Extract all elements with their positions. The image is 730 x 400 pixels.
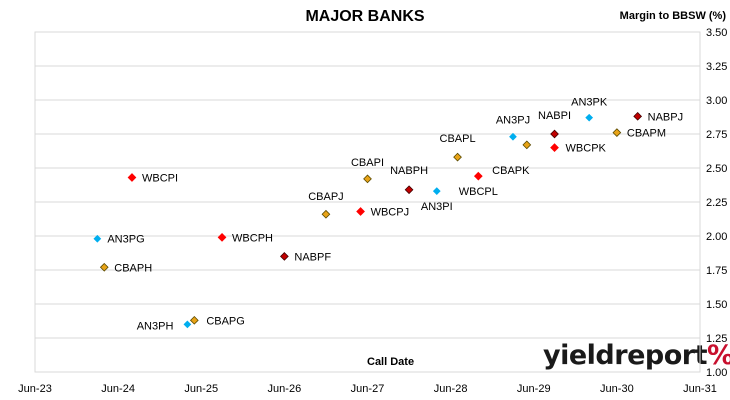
point-label: WBCPI [142,173,178,185]
y-tick-label: 2.25 [706,197,727,209]
point-label: NABPH [390,165,428,177]
point-label: NABPF [294,251,331,263]
y-tick-label: 2.00 [706,231,727,243]
y-tick-label: 1.75 [706,265,727,277]
point-an3pj [509,132,517,141]
x-tick-label: Jun-29 [517,383,551,395]
point-label: CBAPI [351,157,384,169]
y-tick-label: 2.50 [706,163,727,175]
point-label: CBAPG [206,315,245,327]
point-label: WBCPH [232,232,273,244]
point-label: AN3PI [421,201,453,213]
point-cbapg [189,315,199,325]
y-tick-label: 3.00 [706,95,727,107]
point-label: AN3PJ [496,115,530,127]
point-label: CBAPL [440,133,476,145]
point-an3pg [93,234,102,243]
yieldreport-logo: yieldreport% [543,340,730,371]
point-cbapi [363,174,372,184]
point-wbcph [217,232,227,242]
x-tick-label: Jun-30 [600,383,634,395]
point-label: CBAPH [114,262,152,274]
x-tick-label: Jun-26 [268,383,302,395]
point-wbcpl [473,171,483,181]
point-label: NABPJ [648,111,683,123]
point-an3pk [585,113,594,122]
y-tick-label: 3.50 [706,27,727,39]
point-label: WBCPK [566,143,607,155]
y-tick-label: 2.75 [706,129,727,141]
y-tick-label: 3.25 [706,61,727,73]
point-cbapk [522,140,532,150]
x-tick-label: Jun-27 [351,383,385,395]
point-label: CBAPM [627,128,666,140]
point-label: WBCPL [459,186,498,198]
x-tick-label: Jun-28 [434,383,468,395]
x-tick-label: Jun-23 [18,383,52,395]
x-axis-label: Call Date [367,356,415,368]
point-nabpi [550,129,559,139]
point-wbcpj [356,207,365,216]
point-an3pi [432,187,441,195]
point-label: AN3PH [137,320,174,332]
point-cbapj [321,209,331,219]
logo-text: yieldreport [543,340,707,371]
point-cbapl [453,152,462,162]
point-nabph [404,185,414,195]
logo-percent: % [707,340,730,371]
point-wbcpk [550,143,559,152]
point-label: AN3PG [107,234,144,246]
x-tick-label: Jun-31 [683,383,717,395]
x-tick-label: Jun-25 [184,383,218,395]
point-label: CBAPK [492,165,530,177]
point-label: NABPI [538,110,571,122]
point-cbapm [612,128,622,138]
point-nabpf [280,252,289,261]
y-tick-label: 1.50 [706,299,727,311]
point-wbcpi [127,173,137,182]
chart-title: MAJOR BANKS [305,8,425,25]
x-tick-label: Jun-24 [101,383,135,395]
point-cbaph [99,262,109,272]
y-tick-label: 1.00 [706,367,727,379]
point-label: WBCPJ [371,207,410,219]
y-tick-label: 1.25 [706,333,727,345]
y-axis-label: Margin to BBSW (%) [619,10,726,22]
point-nabpj [633,111,643,121]
point-label: CBAPJ [308,191,343,203]
point-label: AN3PK [571,97,608,109]
point-an3ph [183,320,192,329]
